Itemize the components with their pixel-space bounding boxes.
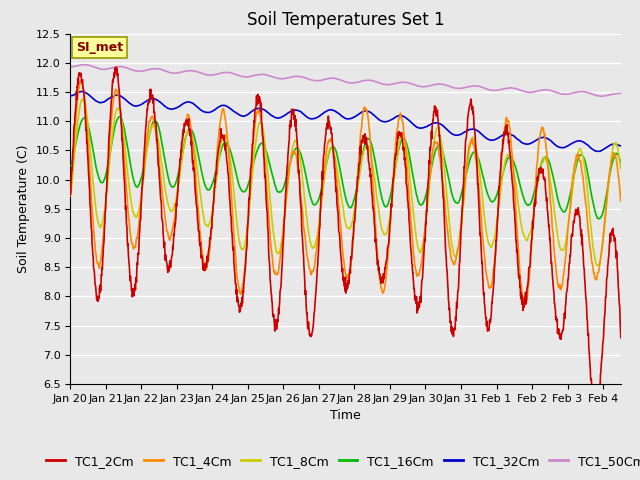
Text: SI_met: SI_met (76, 41, 123, 54)
Legend: TC1_2Cm, TC1_4Cm, TC1_8Cm, TC1_16Cm, TC1_32Cm, TC1_50Cm: TC1_2Cm, TC1_4Cm, TC1_8Cm, TC1_16Cm, TC1… (42, 450, 640, 473)
Y-axis label: Soil Temperature (C): Soil Temperature (C) (17, 144, 30, 273)
X-axis label: Time: Time (330, 409, 361, 422)
Title: Soil Temperatures Set 1: Soil Temperatures Set 1 (247, 11, 444, 29)
